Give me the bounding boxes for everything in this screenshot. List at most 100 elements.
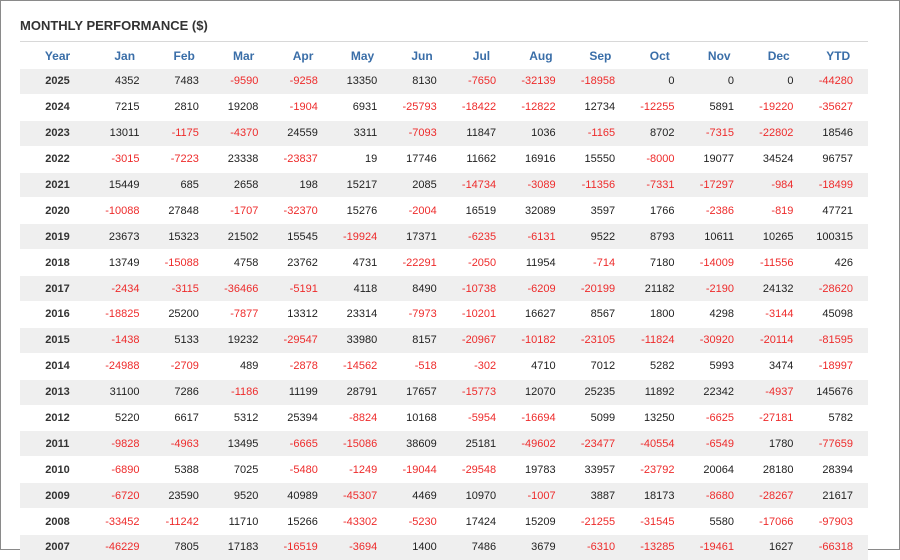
value-cell: -17066: [748, 508, 809, 535]
value-cell: 19: [332, 145, 393, 173]
value-cell: -15086: [332, 430, 393, 457]
table-row: 2012 5220 6617 5312 25394 -8824 10168 -5954 -166…: [20, 404, 868, 431]
value-cell: 1400: [392, 534, 452, 560]
value-cell: -4963: [154, 430, 214, 457]
value-cell: 5099: [570, 404, 631, 431]
value-cell: -19220: [748, 93, 809, 121]
value-cell: 145676: [808, 378, 868, 406]
value-cell: -1165: [570, 119, 631, 147]
value-cell: 15550: [570, 145, 631, 173]
value-cell: 21182: [630, 275, 690, 302]
value-cell: 7486: [451, 534, 512, 560]
year-cell: 2015: [20, 326, 95, 354]
value-cell: 18546: [808, 119, 868, 147]
value-cell: 5993: [689, 352, 749, 380]
value-cell: 7215: [95, 93, 155, 121]
value-cell: -3694: [332, 534, 393, 560]
value-cell: -32370: [273, 197, 333, 224]
value-cell: -7973: [392, 301, 452, 328]
value-cell: -2050: [451, 249, 512, 276]
year-cell: 2014: [20, 352, 95, 380]
value-cell: -3089: [511, 171, 571, 198]
value-cell: 24559: [273, 119, 333, 147]
value-cell: -29547: [273, 326, 333, 354]
column-header: Jun: [411, 48, 433, 63]
value-cell: 685: [154, 171, 214, 198]
value-cell: 19232: [213, 326, 274, 354]
value-cell: 25200: [154, 301, 214, 328]
value-cell: 0: [689, 68, 749, 95]
value-cell: -5191: [273, 275, 333, 302]
value-cell: 4710: [511, 352, 571, 380]
value-cell: 34524: [748, 145, 809, 173]
value-cell: -11242: [154, 508, 214, 535]
value-cell: 6617: [154, 404, 214, 431]
value-cell: 17424: [451, 508, 512, 535]
value-cell: -18825: [95, 301, 155, 328]
value-cell: 16519: [451, 197, 512, 224]
value-cell: -22802: [748, 119, 809, 147]
year-cell: 2012: [20, 404, 95, 431]
value-cell: 1766: [630, 197, 690, 224]
value-cell: -23792: [630, 456, 690, 483]
title: MONTHLY PERFORMANCE ($): [20, 18, 208, 33]
column-header: Jul: [472, 48, 491, 63]
value-cell: -7650: [451, 68, 512, 95]
value-cell: 19077: [689, 145, 749, 173]
value-cell: -7223: [154, 145, 214, 173]
value-cell: 21617: [808, 482, 868, 509]
value-cell: -1438: [95, 326, 155, 354]
table-row: 2024 7215 2810 19208 -1904 6931 -25793 -18422 -1…: [20, 93, 868, 121]
column-header: Feb: [173, 48, 195, 63]
value-cell: 11847: [451, 119, 512, 147]
value-cell: -819: [748, 197, 809, 224]
title-rule: [20, 41, 868, 42]
value-cell: 28394: [808, 456, 868, 483]
value-cell: 1627: [748, 534, 809, 560]
value-cell: 17183: [213, 534, 274, 560]
column-header: Aug: [529, 48, 553, 63]
table-row: 2010 -6890 5388 7025 -5480 -1249 -19044 -29548 1…: [20, 456, 868, 483]
value-cell: 4758: [213, 249, 274, 276]
value-cell: -6665: [273, 430, 333, 457]
value-cell: -24988: [95, 352, 155, 380]
value-cell: -17297: [689, 171, 749, 198]
value-cell: -1007: [511, 482, 571, 509]
value-cell: 8130: [392, 68, 452, 95]
value-cell: 4352: [95, 68, 155, 95]
performance-table: Year Jan Feb Mar Apr May Jun Jul Aug Sep Oct Nov Dec…: [20, 43, 868, 560]
value-cell: 7180: [630, 249, 690, 276]
value-cell: -40554: [630, 430, 690, 457]
value-cell: -6890: [95, 456, 155, 483]
value-cell: -66318: [808, 534, 868, 560]
value-cell: -8000: [630, 145, 690, 173]
value-cell: -6549: [689, 430, 749, 457]
value-cell: 100315: [808, 223, 868, 250]
value-cell: 13749: [95, 249, 155, 276]
value-cell: -33452: [95, 508, 155, 535]
value-cell: 11662: [451, 145, 512, 173]
value-cell: -19461: [689, 534, 749, 560]
value-cell: 18173: [630, 482, 690, 509]
year-cell: 2023: [20, 119, 95, 147]
value-cell: 45098: [808, 301, 868, 328]
value-cell: 2085: [392, 171, 452, 198]
table-row: 2025 4352 7483 -9590 -9258 13350 8130 -7650 -321…: [20, 68, 868, 95]
value-cell: -3015: [95, 145, 155, 173]
value-cell: -19044: [392, 456, 452, 483]
value-cell: -49602: [511, 430, 571, 457]
value-cell: -11556: [748, 249, 809, 276]
value-cell: 11954: [511, 249, 571, 276]
value-cell: -32139: [511, 68, 571, 95]
value-cell: 0: [748, 68, 809, 95]
table-body: 2025 4352 7483 -9590 -9258 13350 8130 -7650 -321…: [20, 68, 868, 560]
table-row: 2020 -10088 27848 -1707 -32370 15276 -2004 1651…: [20, 197, 868, 224]
value-cell: -35627: [808, 93, 868, 121]
value-cell: 19783: [511, 456, 571, 483]
value-cell: 17746: [392, 145, 452, 173]
value-cell: -28267: [748, 482, 809, 509]
table-row: 2013 31100 7286 -1186 11199 28791 17657 -15773 1…: [20, 378, 868, 406]
value-cell: -23105: [570, 326, 631, 354]
column-header: Jan: [114, 48, 136, 63]
value-cell: -22291: [392, 249, 452, 276]
